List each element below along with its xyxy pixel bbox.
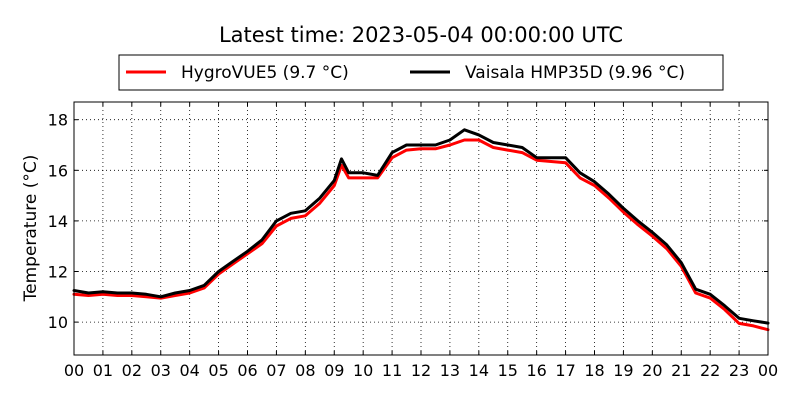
x-tick-label: 18 (584, 361, 604, 380)
ticks: 00 01 02 03 04 05 06 07 08 09 10 11 12 13 14 15 16 17 18 19… (48, 102, 778, 380)
x-tick-label: 03 (151, 361, 171, 380)
series-line-hygrovue5 (72, 138, 770, 332)
x-tick-label: 14 (469, 361, 489, 380)
plot-frame (73, 101, 769, 356)
series-line-vaisala (72, 128, 770, 325)
y-tick-label: 18 (48, 111, 68, 130)
x-tick-label: 13 (440, 361, 460, 380)
x-tick-label: 01 (93, 361, 113, 380)
x-tick-label: 09 (324, 361, 344, 380)
x-tick-label: 05 (208, 361, 228, 380)
chart-title: Latest time: 2023-05-04 00:00:00 UTC (219, 23, 623, 47)
legend-label-hygrovue5: HygroVUE5 (9.7 °C) (181, 63, 349, 83)
x-tick-label: 08 (295, 361, 315, 380)
x-tick-label: 12 (411, 361, 431, 380)
x-tick-label: 17 (555, 361, 575, 380)
x-tick-label: 11 (382, 361, 402, 380)
legend-label-vaisala: Vaisala HMP35D (9.96 °C) (465, 63, 685, 83)
series-layer (72, 128, 770, 332)
x-tick-label: 00 (64, 361, 84, 380)
x-tick-label: 02 (122, 361, 142, 380)
x-tick-label: 10 (353, 361, 373, 380)
y-tick-label: 10 (48, 313, 68, 332)
x-tick-label: 23 (729, 361, 749, 380)
x-tick-label: 21 (671, 361, 691, 380)
legend: HygroVUE5 (9.7 °C) Vaisala HMP35D (9.96 … (118, 54, 724, 91)
y-tick-label: 16 (48, 161, 68, 180)
y-axis-label: Temperature (°C) (21, 155, 41, 303)
x-tick-label: 06 (237, 361, 257, 380)
x-tick-label: 15 (498, 361, 518, 380)
y-tick-label: 12 (48, 263, 68, 282)
x-tick-label: 19 (613, 361, 633, 380)
x-tick-label: 22 (700, 361, 720, 380)
grid (74, 102, 768, 355)
x-tick-label: 16 (526, 361, 546, 380)
x-tick-label: 04 (179, 361, 199, 380)
x-tick-label: 00 (758, 361, 778, 380)
x-tick-label: 07 (266, 361, 286, 380)
x-tick-label: 20 (642, 361, 662, 380)
y-tick-label: 14 (48, 212, 68, 231)
